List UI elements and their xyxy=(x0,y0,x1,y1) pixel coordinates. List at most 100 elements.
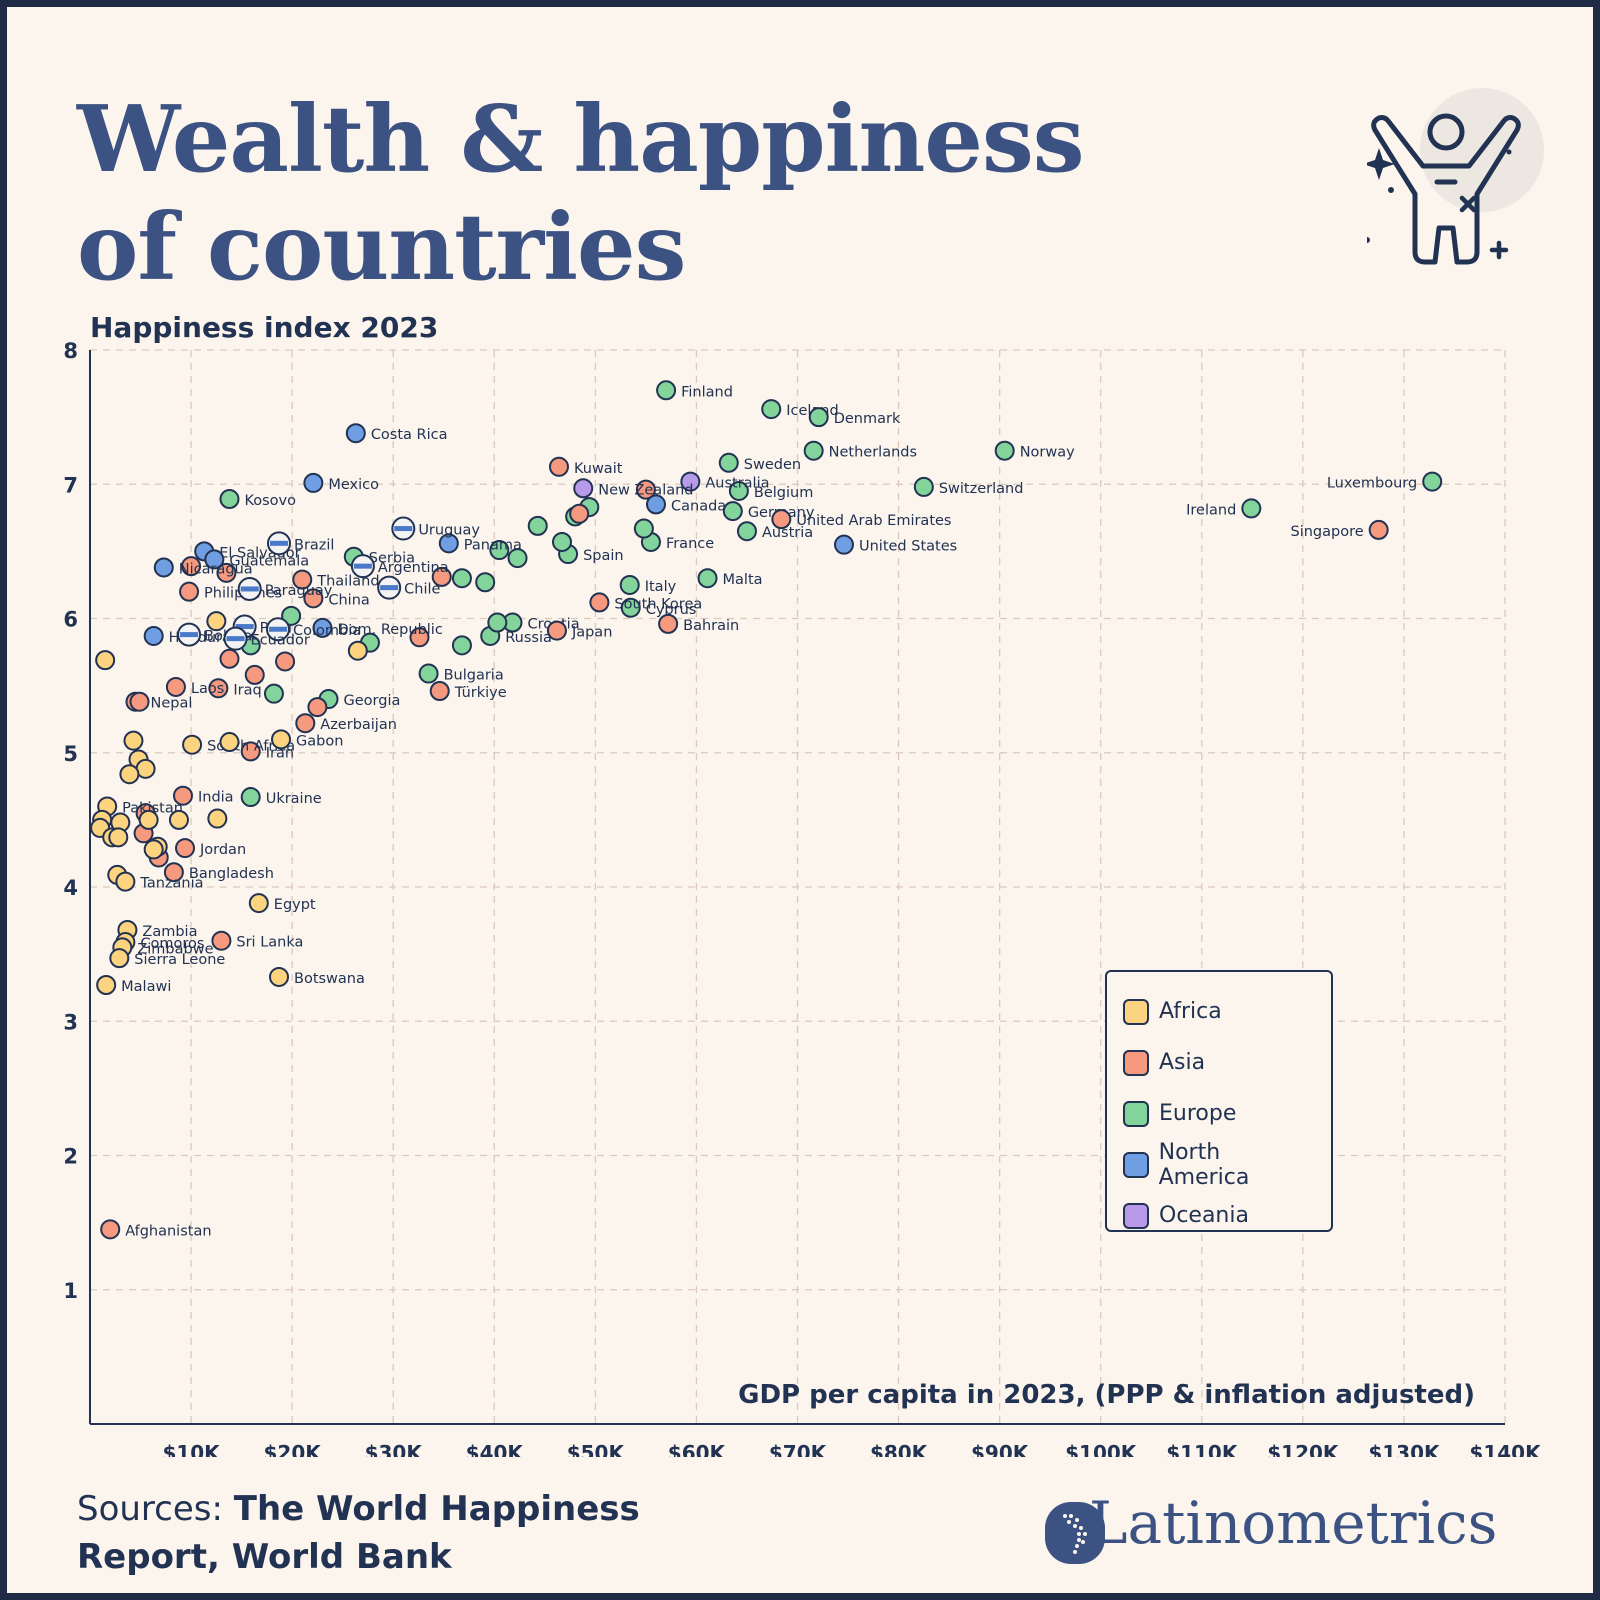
data-label-australia: Australia xyxy=(705,476,769,492)
x-axis-label: GDP per capita in 2023, (PPP & inflation… xyxy=(738,1380,1475,1410)
data-label-bangladesh: Bangladesh xyxy=(189,866,274,882)
point-thailand xyxy=(292,569,313,590)
point-unlabeled xyxy=(108,827,129,848)
y-tick-label: 3 xyxy=(63,1010,78,1034)
point-unlabeled xyxy=(347,640,368,661)
point-bangladesh xyxy=(163,862,184,883)
data-label-sweden: Sweden xyxy=(744,457,801,473)
scatter-chart: $10K $20K $30K $40K $50K $60K $70K $80K $90K $100… xyxy=(63,339,1542,1457)
data-label-bahrain: Bahrain xyxy=(683,618,739,634)
point-unlabeled xyxy=(129,691,150,712)
point-india xyxy=(172,785,193,806)
point-norway xyxy=(994,440,1015,461)
x-tick-label: $70K xyxy=(769,1441,828,1457)
x-tick-label: $90K xyxy=(971,1441,1030,1457)
data-label-laos: Laos xyxy=(191,681,224,697)
point-bulgaria xyxy=(418,663,439,684)
sources-line-2: Report, World Bank xyxy=(77,1537,452,1577)
point-panama xyxy=(438,533,459,554)
data-label-zambia: Zambia xyxy=(142,924,197,940)
data-label-azerbaijan: Azerbaijan xyxy=(320,717,397,733)
data-label-china: China xyxy=(328,592,369,608)
point-germany xyxy=(722,501,743,522)
legend-swatch-europe xyxy=(1123,1100,1149,1127)
infographic-frame: Wealth & happiness of countries Happines… xyxy=(7,7,1593,1593)
data-label-zimbabwe: Zimbabwe xyxy=(137,941,213,957)
point-iceland xyxy=(761,399,782,420)
point-united-arab-emirates xyxy=(771,509,792,530)
point-egypt xyxy=(248,893,269,914)
data-label-argentina: Argentina xyxy=(378,560,449,576)
point-guatemala xyxy=(204,549,225,570)
data-label-uruguay: Uruguay xyxy=(418,523,480,539)
point-luxembourg xyxy=(1422,471,1443,492)
point-mexico xyxy=(303,472,324,493)
data-label-egypt: Egypt xyxy=(274,897,316,913)
data-label-pakistan: Pakistan xyxy=(122,800,183,816)
point-unlabeled xyxy=(507,548,528,569)
point-unlabeled xyxy=(451,568,472,589)
data-label-iraq: Iraq xyxy=(233,682,261,698)
point-laos xyxy=(165,676,186,697)
sources-note: Sources: The World Happiness Report, Wor… xyxy=(77,1485,640,1581)
data-label-bulgaria: Bulgaria xyxy=(444,668,504,684)
data-label-ecuador: Ecuador xyxy=(251,633,310,649)
y-tick-label: 7 xyxy=(63,473,78,497)
flag-band-chile xyxy=(380,585,399,591)
point-canada xyxy=(646,494,666,515)
point-unlabeled xyxy=(487,612,508,633)
data-label-new-zealand: New Zealand xyxy=(598,482,693,498)
page-title: Wealth & happiness of countries xyxy=(77,85,1085,301)
data-label-guatemala: Guatemala xyxy=(229,553,309,569)
data-label-costa-rica: Costa Rica xyxy=(371,427,448,443)
data-label-russia: Russia xyxy=(505,630,552,646)
data-label-italy: Italy xyxy=(645,579,677,595)
data-label-nepal: Nepal xyxy=(150,696,192,712)
point-unlabeled xyxy=(219,732,240,753)
legend-item-africa: Africa xyxy=(1123,986,1315,1037)
sources-prefix: Sources: xyxy=(77,1489,223,1529)
point-dom-republic xyxy=(312,617,333,638)
data-label-afghanistan: Afghanistan xyxy=(125,1223,211,1239)
point-unlabeled xyxy=(263,683,284,704)
chart-legend: Africa Asia Europe North America Oceania xyxy=(1105,970,1333,1232)
point-azerbaijan xyxy=(295,713,316,734)
point-netherlands xyxy=(803,440,824,461)
point-tanzania xyxy=(115,871,136,892)
point-belgium xyxy=(728,480,749,501)
data-label-ireland: Ireland xyxy=(1186,502,1236,518)
point-philippines xyxy=(179,581,200,602)
point-unlabeled xyxy=(138,809,159,830)
data-label-malta: Malta xyxy=(723,572,763,588)
point-unlabeled xyxy=(431,566,452,587)
data-label-norway: Norway xyxy=(1020,445,1075,461)
data-label-spain: Spain xyxy=(583,548,624,564)
data-label-japan: Japan xyxy=(571,625,612,641)
point-kosovo xyxy=(219,489,240,510)
data-label-serbia: Serbia xyxy=(369,551,415,567)
point-malawi xyxy=(96,975,117,996)
point-nicaragua xyxy=(153,557,174,578)
point-unlabeled xyxy=(409,627,430,648)
legend-item-oceania: Oceania xyxy=(1123,1190,1315,1241)
point-malta xyxy=(697,568,718,589)
point-sierra-leone xyxy=(109,948,130,969)
legend-swatch-asia xyxy=(1123,1049,1149,1076)
data-label-panama: Panama xyxy=(464,537,522,553)
point-unlabeled xyxy=(181,556,202,577)
data-label-mexico: Mexico xyxy=(328,477,379,493)
point-unlabeled xyxy=(307,697,328,718)
y-tick-label: 1 xyxy=(63,1279,78,1303)
data-label-denmark: Denmark xyxy=(834,411,901,427)
legend-label-africa: Africa xyxy=(1159,999,1222,1024)
data-label-brazil: Brazil xyxy=(294,537,334,553)
flag-band-colombia xyxy=(268,626,287,632)
data-label-cyprus: Cyprus xyxy=(646,602,697,618)
data-label-netherlands: Netherlands xyxy=(829,445,917,461)
point-t-rkiye xyxy=(429,680,450,701)
point-unlabeled xyxy=(216,562,237,583)
data-label-belgium: Belgium xyxy=(754,485,813,501)
title-line-2: of countries xyxy=(77,193,686,301)
x-tick-label: $120K xyxy=(1267,1441,1340,1457)
x-tick-label: $140K xyxy=(1469,1441,1542,1457)
